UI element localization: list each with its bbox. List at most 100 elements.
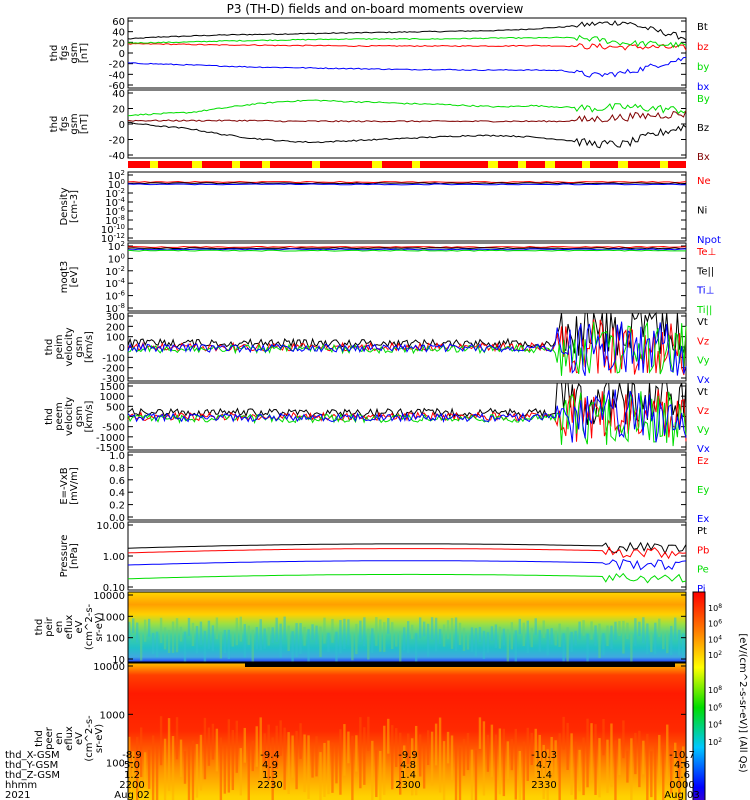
spectrogram-stripe [458,747,462,800]
spectrogram-stripe [530,732,533,766]
colorbar-tick: 104 [708,634,722,644]
spectrogram-stripe [335,631,338,666]
spectrogram-stripe [606,625,609,647]
spectrogram-stripe [307,735,310,799]
footer-row-label: thd_X-GSM [5,750,60,761]
spectrogram-stripe [586,633,589,664]
panel-frame [127,451,687,521]
ytick-label: 1500 [100,382,125,393]
spectrogram-stripe [442,741,446,800]
ylabel-line: thd [34,619,45,636]
spectrogram-stripe [383,622,386,652]
spectrogram-stripe [610,723,613,788]
legend-label: Ez [697,456,709,467]
spectrogram-stripe [307,629,310,664]
ytick-label: -60 [109,81,125,92]
spectrogram-stripe [183,631,187,663]
ylabel-line: eflux [64,615,75,640]
ytick-label: 10-2 [105,187,125,200]
legend-label: Vy [697,356,710,367]
series-line-Ne [127,180,687,184]
spectrogram-stripe [554,740,557,783]
spectrogram-stripe [191,740,195,800]
spectrogram-stripe [582,620,585,636]
spectrogram-stripe [199,734,203,791]
spectrogram-stripe [550,628,553,645]
legend-label: Bx [697,152,710,163]
spectrogram-stripe [438,717,442,793]
panel-frame [127,171,687,242]
spectrogram-stripe [259,619,262,651]
ylabel-line: Density [59,187,70,225]
panel-frame [127,89,687,159]
ytick-label: 10000 [93,662,125,673]
legend-label: Bz [697,123,709,134]
spectrogram-stripe [466,632,470,650]
spectrogram-stripe [323,742,326,797]
series-line-Ti⊥ [128,248,687,251]
ylabel-line: [nT] [79,43,90,63]
footer-value: 2300 [395,780,420,791]
spectrogram-stripe [195,744,199,798]
spectrogram-stripe [474,628,478,657]
ytick-label: 10 [112,655,125,666]
footer-value: 4.9 [262,760,278,771]
spectrogram-stripe [670,747,673,794]
ytick-label: -200 [102,364,125,375]
legend-label: by [697,62,709,73]
spectrogram-stripe [227,719,231,793]
ytick-label: -100 [102,353,125,364]
footer-value: 1.4 [536,770,552,781]
spectrogram-stripe [199,621,203,645]
spectrogram-stripe [470,627,474,652]
spectrogram-stripe [195,626,199,654]
spectrogram-stripe [183,751,187,784]
spectrogram-stripe [534,728,537,777]
series-line-Pi [127,558,687,571]
spectrogram-stripe [223,745,227,794]
ytick-label: 102 [108,169,125,182]
spectrogram-stripe [646,733,649,800]
spectrogram-stripe [674,617,677,640]
spectrogram-stripe [518,618,521,635]
panel-frame [127,17,687,89]
ytick-label: 100 [106,759,125,770]
panel-frame [127,521,687,591]
spectrogram-stripe [215,728,219,772]
footer-value: -8.9 [122,750,142,761]
spectrogram-stripe [558,623,561,648]
spectrogram-stripe [375,617,378,646]
colorbar-tick: 108 [708,603,722,613]
legend-label: Bt [697,22,708,33]
spectrogram-stripe [598,623,601,658]
ylabel-line: thd [34,730,45,747]
legend-label: Ti|| [696,305,712,316]
spectrogram-stripe [682,746,685,789]
spectrogram-stripe [311,745,314,778]
status-bar-segment [545,161,555,168]
spectrogram-stripe [399,732,402,795]
ylabel-line: en [54,732,65,745]
spectrogram-stripe [287,625,290,652]
spectrogram-stripe [514,630,518,666]
spectrogram-stripe [526,620,529,654]
ylabel-line: sr-eV) [94,724,105,753]
spectrogram-stripe [530,627,533,648]
spectrogram-stripe [231,631,235,647]
spectrogram-stripe [331,618,334,643]
ylabel-line: gsm [74,406,85,427]
spectrogram-stripe [414,633,418,666]
spectrogram-stripe [422,743,426,789]
ytick-label: -40 [109,70,125,81]
spectrogram-stripe [363,617,366,647]
ytick-label: 10.00 [96,521,125,532]
ytick-label: 10000 [93,591,125,602]
spectrogram-stripe [494,624,498,648]
spectrogram-stripe [155,744,159,800]
spectrogram-stripe [131,618,135,634]
spectrogram-stripe [355,623,358,655]
spectrogram-stripe [128,736,131,796]
spectrogram-stripe [418,734,422,777]
spectrogram-stripe [295,730,298,790]
spectrogram-stripe [582,737,585,796]
